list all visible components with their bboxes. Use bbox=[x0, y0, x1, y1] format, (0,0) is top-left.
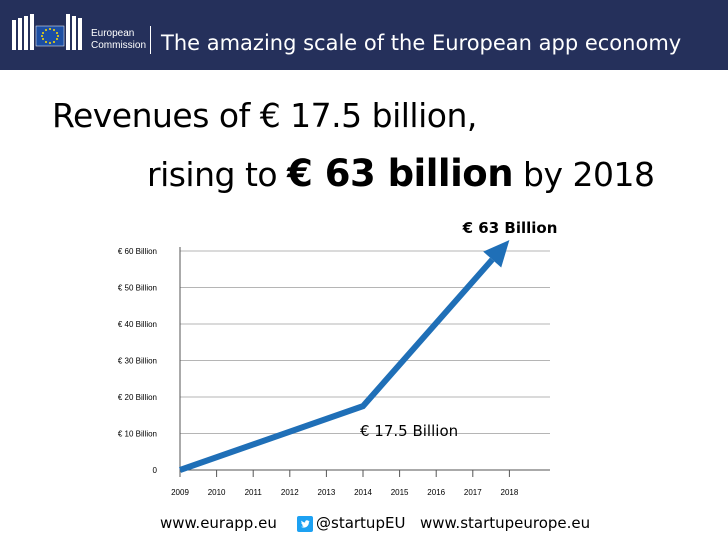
org-name-line2: Commission bbox=[91, 40, 147, 51]
x-tick-label: 2014 bbox=[354, 488, 372, 497]
x-tick-label: 2009 bbox=[171, 488, 189, 497]
y-tick-label: € 50 Billion bbox=[118, 284, 157, 293]
headline-line2-suffix: by 2018 bbox=[513, 155, 655, 194]
headline-line2: rising to € 63 billion by 2018 bbox=[147, 152, 655, 195]
x-tick-label: 2016 bbox=[427, 488, 445, 497]
footer-twitter-handle[interactable]: @startupEU bbox=[316, 514, 406, 532]
x-tick-label: 2018 bbox=[501, 488, 519, 497]
x-tick-label: 2013 bbox=[318, 488, 336, 497]
header-divider bbox=[150, 26, 151, 54]
banner-title: The amazing scale of the European app ec… bbox=[161, 31, 682, 55]
footer-site-startupeurope[interactable]: www.startupeurope.eu bbox=[420, 514, 591, 532]
header-banner: European Commission The amazing scale of… bbox=[0, 0, 728, 70]
annotation-label: € 63 Billion bbox=[462, 219, 558, 237]
x-tick-label: 2010 bbox=[208, 488, 226, 497]
series-arrowhead bbox=[483, 240, 510, 268]
x-tick-label: 2015 bbox=[391, 488, 409, 497]
footer-site-eurapp[interactable]: www.eurapp.eu bbox=[160, 514, 277, 532]
y-tick-label: € 30 Billion bbox=[118, 357, 157, 366]
twitter-icon bbox=[297, 516, 313, 532]
x-tick-label: 2011 bbox=[245, 488, 263, 497]
y-tick-label: € 10 Billion bbox=[118, 430, 157, 439]
headline-line1: Revenues of € 17.5 billion, bbox=[52, 96, 477, 135]
x-tick-label: 2012 bbox=[281, 488, 299, 497]
headline-line2-bold: € 63 billion bbox=[287, 152, 514, 195]
y-tick-label: € 40 Billion bbox=[118, 320, 157, 329]
series-line bbox=[179, 257, 495, 473]
y-tick-label: 0 bbox=[153, 466, 158, 475]
headline-line2-prefix: rising to bbox=[147, 155, 288, 194]
y-tick-label: € 20 Billion bbox=[118, 393, 157, 402]
footer: www.eurapp.eu @startupEU www.startupeuro… bbox=[0, 514, 728, 538]
organization-name: European Commission bbox=[91, 28, 151, 52]
org-name-line1: European bbox=[91, 28, 135, 39]
ec-logo bbox=[12, 14, 82, 50]
annotation-label: € 17.5 Billion bbox=[360, 422, 458, 440]
y-tick-label: € 60 Billion bbox=[118, 247, 157, 256]
x-tick-label: 2017 bbox=[464, 488, 482, 497]
revenue-chart: 0 € 10 Billion € 20 Billion € 30 Billion € 4… bbox=[118, 219, 558, 497]
